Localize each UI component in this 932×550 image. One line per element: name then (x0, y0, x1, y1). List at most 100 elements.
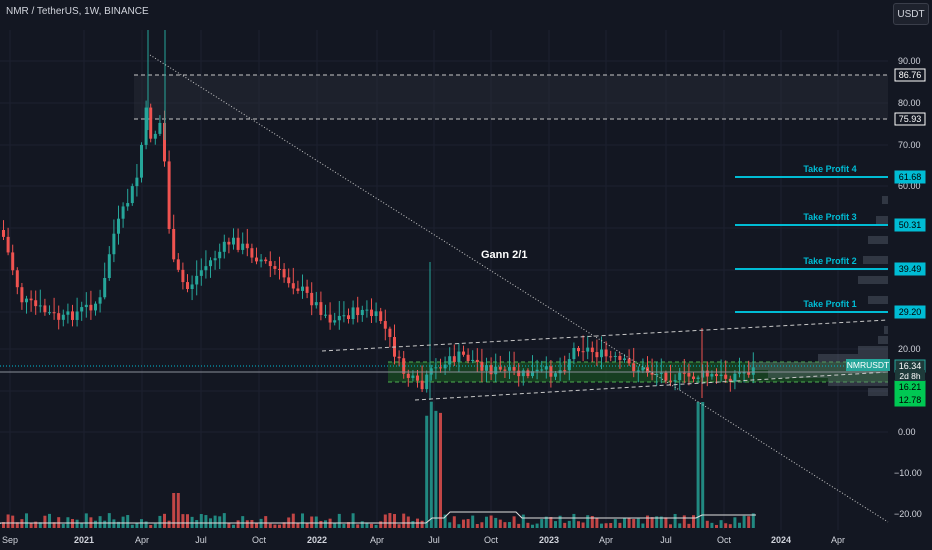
volume-bar (227, 522, 231, 528)
chart-header: NMR / TetherUS, 1W, BINANCE (6, 6, 149, 17)
candle-body (135, 177, 139, 187)
volume-bar (2, 522, 5, 528)
volume-bar (489, 515, 493, 528)
volume-bar (236, 520, 240, 528)
volume-profile-bar (884, 326, 888, 334)
volume-bar (15, 522, 19, 528)
candle-body (457, 351, 461, 362)
candle-body (360, 309, 364, 316)
candle-body (80, 307, 84, 312)
volume-profile-bar (818, 354, 888, 362)
volume-bar (425, 415, 429, 528)
volume-bar (747, 516, 751, 528)
candle-body (121, 206, 125, 219)
candle-body (517, 370, 521, 377)
volume-tick-label: −10.00 (894, 468, 922, 478)
time-tick-label: Apr (599, 535, 613, 545)
volume-bar (319, 520, 323, 528)
candle-body (130, 186, 134, 204)
candle-body (250, 248, 254, 258)
volume-bar (314, 516, 318, 528)
axes: 90.0080.0070.0060.0050.0040.0030.0020.00… (2, 56, 922, 545)
price-tick-label: 0.00 (898, 427, 916, 437)
volume-bar (673, 513, 677, 528)
candle-body (232, 237, 235, 245)
candle-body (6, 236, 10, 253)
volume-bar (388, 513, 392, 528)
volume-profile-bar (828, 378, 888, 386)
volume-bar (448, 522, 452, 528)
volume-bar (402, 513, 406, 528)
volume-bar (471, 515, 475, 528)
candle-body (452, 356, 456, 362)
candle-body (471, 359, 475, 361)
candle-body (126, 203, 130, 207)
volume-bar (728, 524, 732, 528)
price-tag-label: 86.76 (899, 70, 922, 80)
candle-body (590, 347, 594, 353)
volume-bar (264, 516, 268, 528)
volume-bar (462, 519, 465, 528)
candle-body (66, 311, 70, 315)
resistance-zone (134, 75, 888, 119)
price-tag (894, 393, 926, 407)
volume-bar (397, 524, 401, 528)
volume-bar (498, 519, 502, 528)
candle-body (549, 366, 553, 377)
candle-body (356, 307, 360, 316)
time-tick-label: 2021 (74, 535, 94, 545)
volume-bar (517, 523, 521, 528)
candle-body (489, 365, 493, 375)
volume-bar (618, 522, 622, 528)
candle-body (296, 288, 300, 291)
candle-body (342, 315, 346, 317)
volume-bar (273, 524, 277, 528)
candle-body (402, 358, 406, 374)
candle-body (724, 374, 728, 379)
take-profit-label: Take Profit 4 (803, 164, 856, 174)
volume-bar (526, 522, 530, 528)
volume-bar (659, 516, 663, 528)
grid (0, 30, 888, 530)
candle-body (213, 258, 217, 261)
volume-bar (669, 524, 672, 528)
candle-body (406, 373, 410, 378)
candle-body (641, 367, 645, 371)
price-tick-label: 90.00 (898, 56, 921, 66)
volume-bar (43, 515, 47, 528)
candle-body (429, 368, 433, 375)
volume-profile-bar (868, 236, 888, 244)
volume-bar (687, 523, 691, 528)
candle-body (420, 380, 424, 390)
currency-button[interactable]: USDT (893, 3, 929, 25)
candle-body (682, 372, 686, 374)
volume-bar (126, 515, 130, 528)
candle-body (43, 305, 47, 313)
time-tick-label: Oct (717, 535, 732, 545)
candle-body (324, 314, 327, 316)
candle-body (595, 352, 599, 358)
time-tick-label: Apr (370, 535, 384, 545)
volume-bar (383, 514, 387, 528)
candle-body (577, 347, 580, 352)
volume-bar (549, 517, 553, 528)
volume-profile-bar (868, 296, 888, 304)
candle-body (742, 372, 746, 374)
volume-bar (508, 522, 511, 528)
candle-body (222, 241, 226, 252)
candle-body (521, 370, 525, 377)
candle-body (678, 372, 682, 381)
price-tag-label: 39.49 (899, 264, 922, 274)
price-tag (894, 68, 926, 82)
volume-bar (558, 515, 562, 528)
volume-bar (393, 514, 396, 528)
candle-body (75, 311, 79, 320)
candle-body (604, 349, 608, 357)
volume-bar (406, 516, 410, 528)
candle-body (719, 374, 723, 377)
volume-bar (655, 516, 659, 528)
price-tag (894, 112, 926, 126)
volume-bar (535, 523, 539, 528)
candle-body (498, 366, 502, 370)
